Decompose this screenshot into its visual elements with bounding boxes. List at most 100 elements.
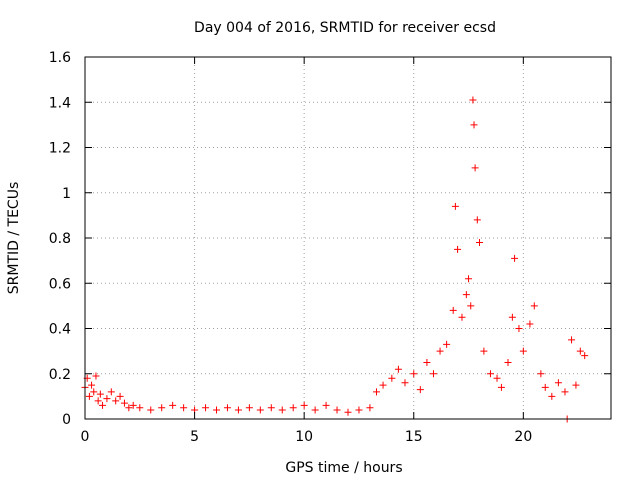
data-point xyxy=(572,381,580,389)
data-point xyxy=(344,408,352,416)
data-point xyxy=(245,404,253,412)
data-point xyxy=(465,275,473,283)
data-point xyxy=(401,379,409,387)
data-point xyxy=(423,358,431,366)
data-point xyxy=(541,383,549,391)
data-point xyxy=(449,306,457,314)
y-tick-label: 1 xyxy=(62,186,71,202)
data-point xyxy=(129,401,137,409)
data-point xyxy=(379,381,387,389)
y-tick-label: 1.4 xyxy=(49,95,71,111)
data-point xyxy=(372,388,380,396)
data-point xyxy=(213,406,220,414)
y-tick-label: 0 xyxy=(62,412,71,428)
data-point xyxy=(568,336,576,344)
data-point xyxy=(158,404,166,412)
y-tick-label: 0.2 xyxy=(49,367,71,383)
data-point xyxy=(519,347,527,355)
data-point xyxy=(136,404,144,412)
data-point xyxy=(480,347,488,355)
data-point xyxy=(469,96,477,104)
data-point xyxy=(462,291,470,299)
axis-ticks xyxy=(84,56,611,420)
data-point xyxy=(554,379,562,387)
data-point xyxy=(202,404,210,412)
data-point xyxy=(92,372,100,380)
data-point xyxy=(300,401,308,409)
data-point xyxy=(333,406,341,414)
data-point xyxy=(443,340,451,348)
y-tick-label: 0.6 xyxy=(49,276,71,292)
data-point xyxy=(96,390,104,398)
data-point xyxy=(410,370,418,378)
data-point xyxy=(88,381,96,389)
data-point xyxy=(169,401,177,409)
data-point xyxy=(223,404,231,412)
chart-title: Day 004 of 2016, SRMTID for receiver ecs… xyxy=(194,20,496,36)
data-point xyxy=(180,404,188,412)
data-point xyxy=(493,374,501,382)
y-axis-label: SRMTID / TECUs xyxy=(6,182,22,295)
data-point xyxy=(416,386,424,394)
data-point xyxy=(471,164,479,172)
data-point xyxy=(436,347,444,355)
data-point xyxy=(429,370,437,378)
data-point xyxy=(103,395,111,403)
y-tick-label: 1.6 xyxy=(49,50,71,66)
tick-labels: 0 5 10 15 20 0 0.2 0.4 0.6 0.8 1 1.2 1.4 1.6 xyxy=(49,50,533,445)
data-point xyxy=(470,121,478,129)
data-point xyxy=(85,392,93,400)
data-series xyxy=(81,96,589,423)
data-point xyxy=(107,388,115,396)
data-point xyxy=(526,320,534,328)
data-point xyxy=(366,404,374,412)
data-point xyxy=(476,239,483,247)
data-point xyxy=(278,406,286,414)
data-point xyxy=(508,313,516,321)
data-point xyxy=(548,392,556,400)
data-point xyxy=(467,302,475,310)
y-tick-label: 0.4 xyxy=(49,322,71,338)
x-tick-label: 5 xyxy=(190,429,199,445)
data-point xyxy=(116,392,124,400)
data-point xyxy=(90,388,98,396)
data-point xyxy=(256,406,264,414)
data-point xyxy=(99,401,107,409)
x-axis-label: GPS time / hours xyxy=(285,460,402,476)
data-point xyxy=(581,352,589,360)
data-point xyxy=(394,365,402,373)
y-tick-label: 1.2 xyxy=(49,141,71,157)
data-point xyxy=(530,302,538,310)
x-tick-label: 0 xyxy=(81,429,90,445)
data-point xyxy=(458,313,466,321)
data-point xyxy=(120,399,128,407)
x-tick-label: 10 xyxy=(295,429,313,445)
data-point xyxy=(451,202,459,210)
data-point xyxy=(486,370,494,378)
data-point xyxy=(311,406,319,414)
data-point xyxy=(147,406,155,414)
data-point xyxy=(497,383,505,391)
data-point xyxy=(94,397,102,405)
data-point xyxy=(561,388,569,396)
data-point xyxy=(576,347,584,355)
data-point xyxy=(355,406,363,414)
data-point xyxy=(322,401,330,409)
y-tick-label: 0.8 xyxy=(49,231,71,247)
data-point xyxy=(267,404,275,412)
data-point xyxy=(537,370,545,378)
data-point xyxy=(511,254,519,262)
data-point xyxy=(504,358,512,366)
data-point xyxy=(234,406,242,414)
plot-frame xyxy=(84,56,612,420)
data-point xyxy=(289,404,297,412)
data-point xyxy=(112,397,120,405)
gridlines xyxy=(85,57,611,419)
data-point xyxy=(125,404,133,412)
data-point xyxy=(473,216,481,224)
data-point xyxy=(388,374,396,382)
data-point xyxy=(515,325,523,332)
x-tick-label: 15 xyxy=(405,429,423,445)
x-tick-label: 20 xyxy=(514,429,532,445)
